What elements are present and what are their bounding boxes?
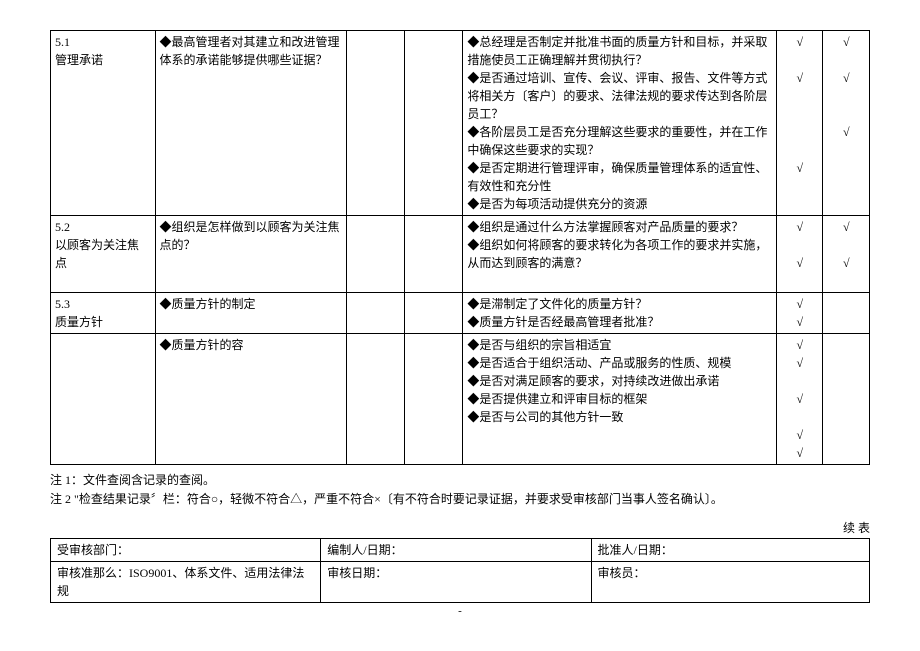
continue-label: 续 表	[50, 519, 870, 536]
audit-checklist-table: 5.1管理承诺◆最高管理者对其建立和改进管理体系的承诺能够提供哪些证据？ ◆总经理…	[50, 30, 870, 465]
empty-col-1	[347, 293, 405, 334]
compiler-label: 编制人/日期：	[321, 539, 591, 562]
check-col-1: √√√	[777, 31, 823, 216]
empty-col-1	[347, 31, 405, 216]
question-right: ◆是滞制定了文件化的质量方针？◆质量方针是否经最高管理者批准？	[463, 293, 777, 334]
empty-col-2	[405, 31, 463, 216]
question-left: ◆质量方针的容	[155, 334, 347, 465]
check-col-1: √√√√√	[777, 334, 823, 465]
note-2: 注 2 "检查结果记录〞栏：符合○，轻微不符合△，严重不符合×〔有不符合时要记录…	[50, 490, 870, 509]
question-right: ◆是否与组织的宗旨相适宜◆是否适合于组织活动、产品或服务的性质、规模◆是否对满足…	[463, 334, 777, 465]
section-id: 5.1管理承诺	[51, 31, 156, 216]
check-col-2	[823, 334, 870, 465]
question-left: ◆质量方针的制定	[155, 293, 347, 334]
empty-col-2	[405, 293, 463, 334]
question-right: ◆组织是通过什么方法掌握顾客对产品质量的要求？◆组织如何将顾客的要求转化为各项工…	[463, 216, 777, 293]
check-col-1: √√	[777, 216, 823, 293]
section-id: 5.3质量方针	[51, 293, 156, 334]
check-col-2: √√	[823, 216, 870, 293]
auditor-label: 审核员：	[591, 562, 869, 603]
question-left: ◆组织是怎样做到以顾客为关注焦点的？	[155, 216, 347, 293]
check-col-2	[823, 293, 870, 334]
check-col-1: √√	[777, 293, 823, 334]
dept-label: 受审核部门：	[51, 539, 321, 562]
audit-date-label: 审核日期：	[321, 562, 591, 603]
approver-label: 批准人/日期：	[591, 539, 869, 562]
note-1: 注 1：文件查阅含记录的查阅。	[50, 471, 870, 490]
question-right: ◆总经理是否制定并批准书面的质量方针和目标，并采取措施使员工正确理解并贯彻执行？…	[463, 31, 777, 216]
empty-col-2	[405, 216, 463, 293]
section-id	[51, 334, 156, 465]
criteria-label: 审核准那么：ISO9001、体系文件、适用法律法规	[51, 562, 321, 603]
page-dash: -	[50, 603, 870, 617]
check-col-2: √√√	[823, 31, 870, 216]
empty-col-2	[405, 334, 463, 465]
empty-col-1	[347, 216, 405, 293]
meta-table: 受审核部门： 编制人/日期： 批准人/日期： 审核准那么：ISO9001、体系文…	[50, 538, 870, 603]
empty-col-1	[347, 334, 405, 465]
question-left: ◆最高管理者对其建立和改进管理体系的承诺能够提供哪些证据？	[155, 31, 347, 216]
section-id: 5.2以顾客为关注焦点	[51, 216, 156, 293]
